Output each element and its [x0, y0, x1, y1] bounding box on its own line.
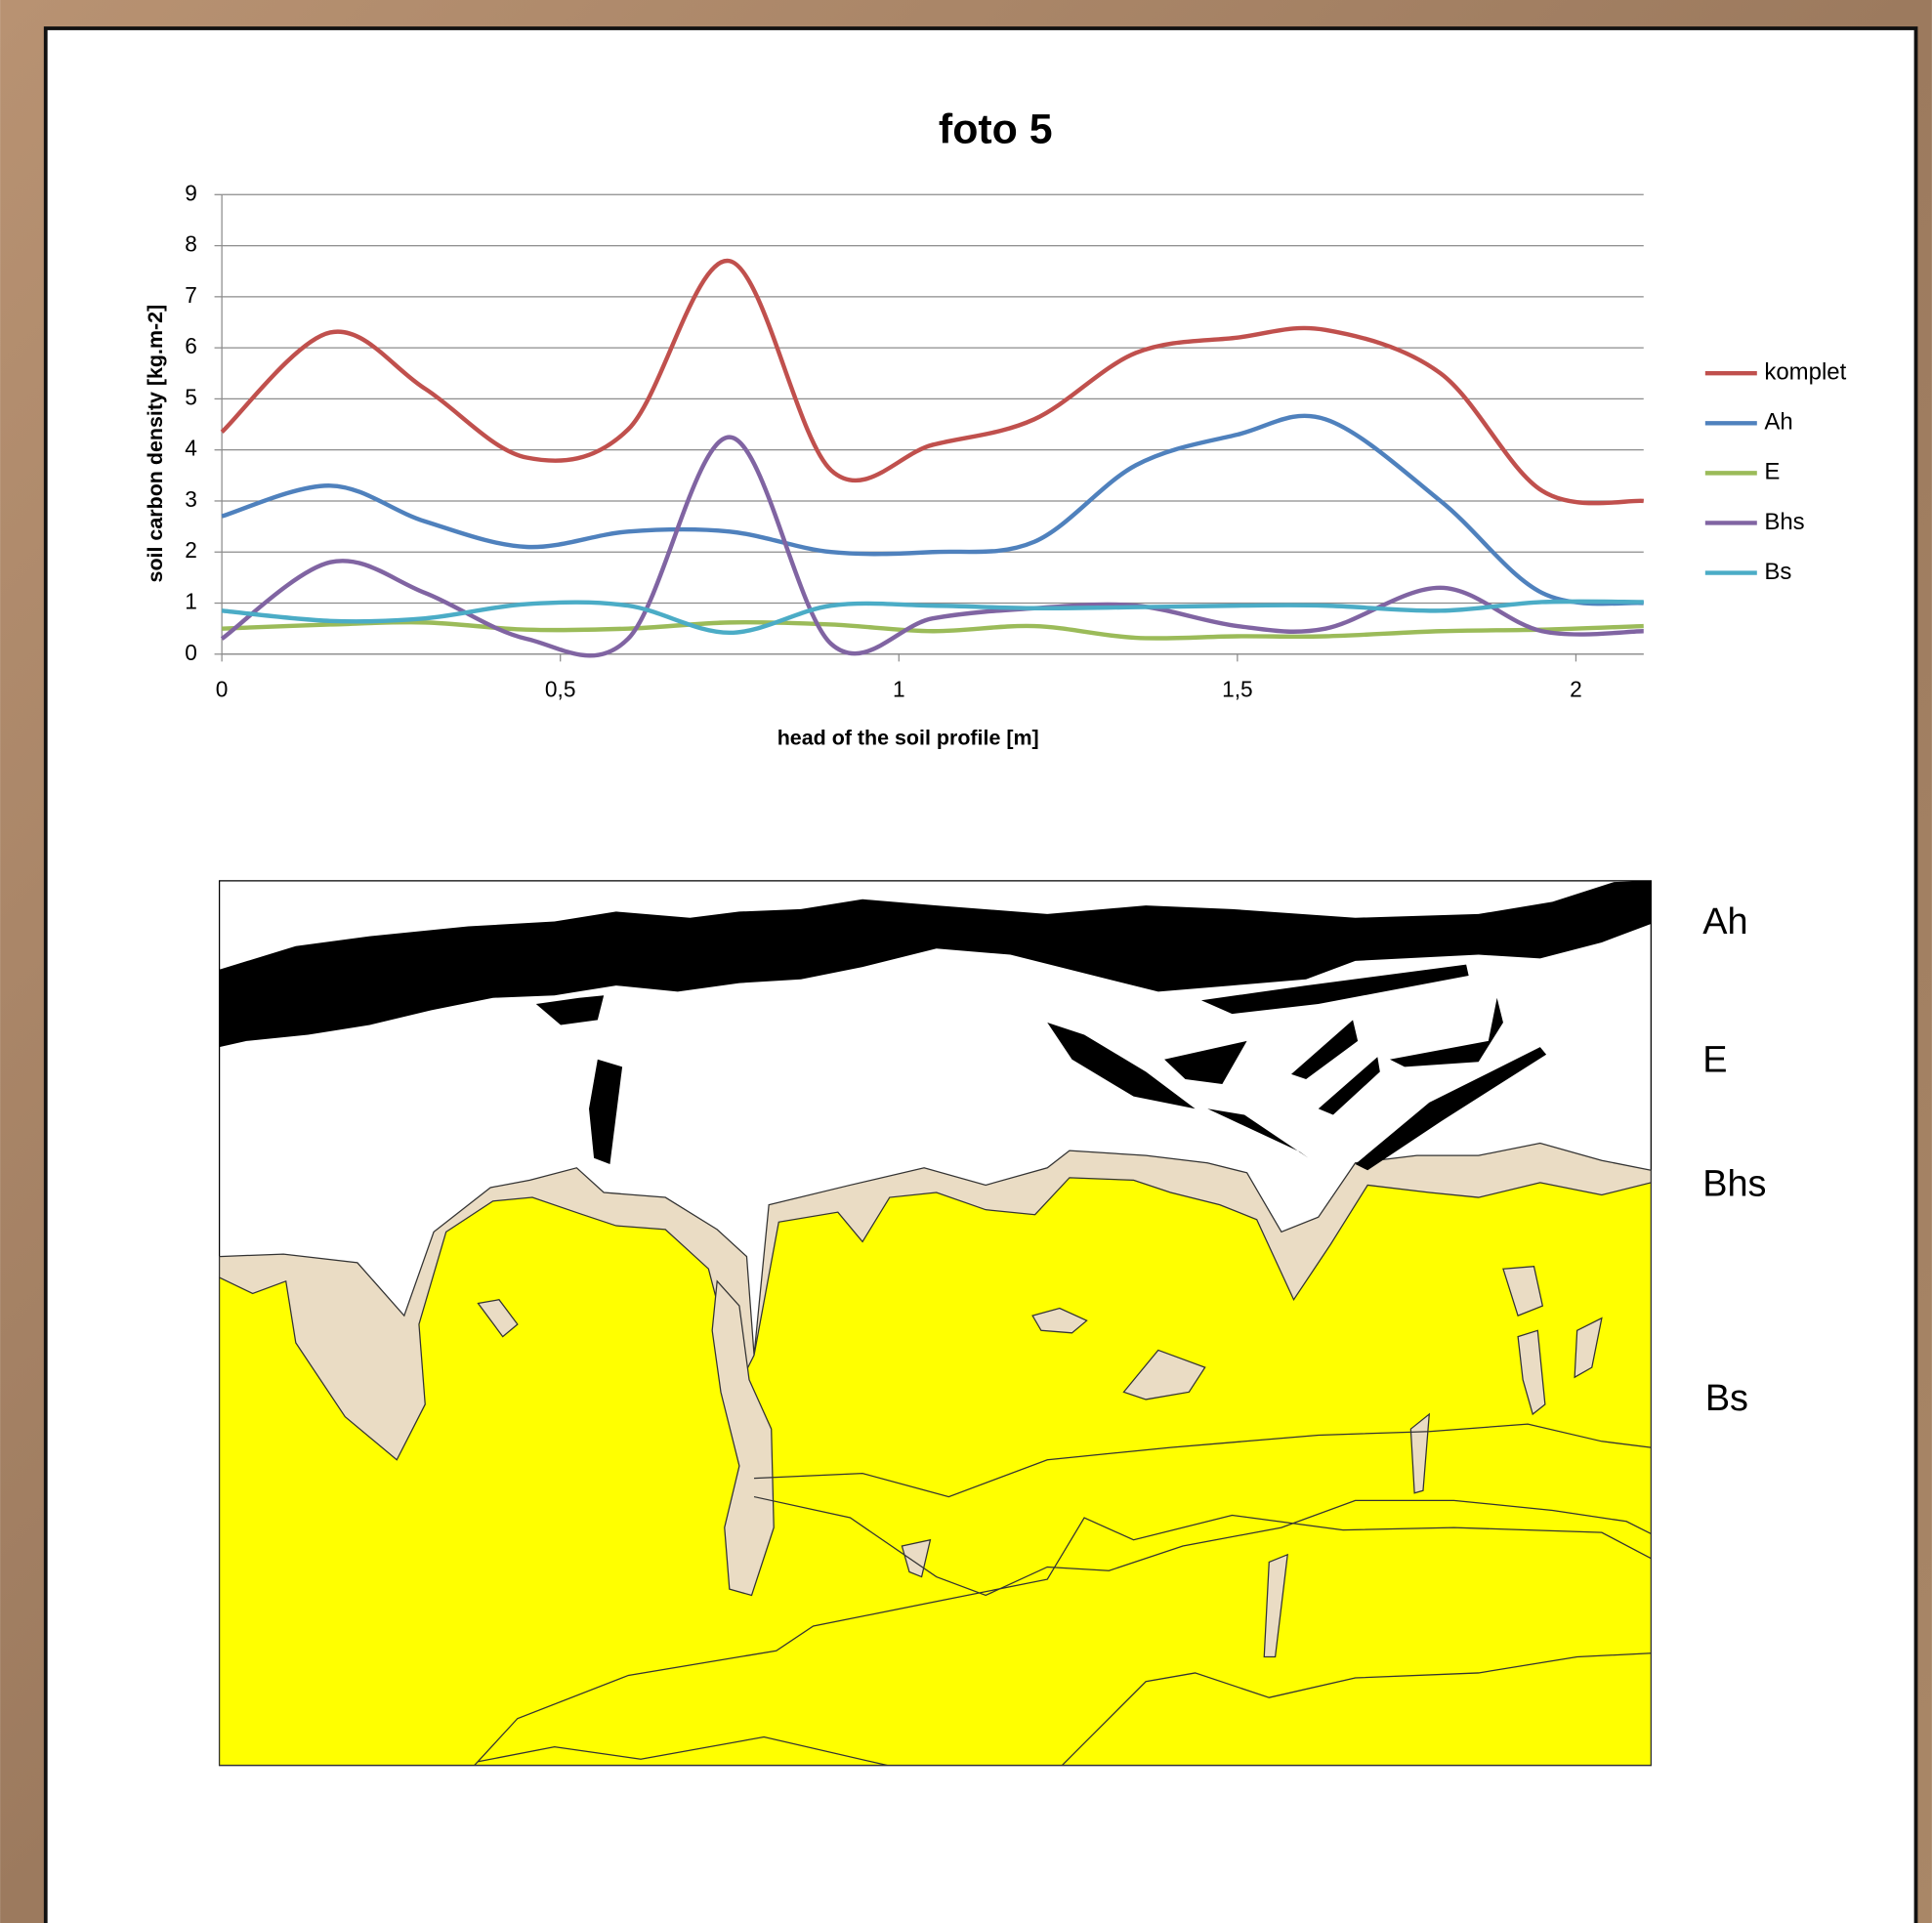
x-tick-label: 2 [1570, 677, 1582, 702]
x-tick-label: 0 [216, 677, 229, 702]
x-tick-label: 1,5 [1222, 677, 1253, 702]
page-canvas: foto 5 head of the soil profile [m] soil… [0, 0, 1932, 1923]
y-tick-label: 3 [185, 486, 197, 512]
y-tick-label: 7 [185, 282, 197, 308]
legend-label: Bs [1764, 559, 1791, 585]
horizon-label: Bs [1705, 1378, 1748, 1419]
legend-label: Bhs [1764, 509, 1804, 535]
y-tick-label: 5 [185, 384, 197, 409]
y-tick-label: 2 [185, 537, 197, 563]
y-tick-label: 0 [185, 640, 197, 665]
y-tick-label: 1 [185, 589, 197, 614]
x-tick-label: 0,5 [545, 677, 576, 702]
y-axis-label: soil carbon density [kg.m-2] [144, 305, 167, 583]
x-axis-label: head of the soil profile [m] [777, 726, 1039, 749]
soil-profile: Ah E Bhs Bs [220, 881, 1767, 1766]
legend-label: Ah [1764, 409, 1792, 436]
horizon-label: E [1702, 1039, 1727, 1080]
x-tick-label: 1 [893, 677, 905, 702]
legend-label: E [1764, 459, 1780, 485]
y-tick-label: 4 [185, 436, 197, 461]
legend-label: komplet [1764, 359, 1846, 386]
chart-title: foto 5 [939, 105, 1053, 152]
y-tick-label: 9 [185, 180, 197, 205]
page: {"chart_data": {"type": "line", "title":… [0, 0, 1932, 1923]
horizon-label: Bhs [1702, 1164, 1766, 1205]
y-tick-label: 6 [185, 333, 197, 358]
y-tick-label: 8 [185, 231, 197, 257]
horizon-label: Ah [1702, 901, 1747, 942]
